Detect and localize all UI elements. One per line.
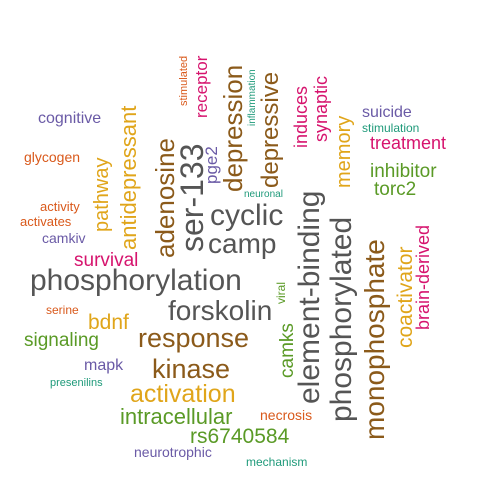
word-depression: depression bbox=[218, 64, 248, 192]
word-signaling: signaling bbox=[24, 330, 99, 351]
word-synaptic: synaptic bbox=[311, 75, 331, 142]
word-memory: memory bbox=[333, 115, 355, 188]
word-brain-derived: brain-derived bbox=[413, 224, 433, 330]
word-phosphorylated: phosphorylated bbox=[325, 216, 358, 422]
word-activation: activation bbox=[130, 380, 236, 408]
word-pathway: pathway bbox=[91, 157, 113, 233]
word-camks: camks bbox=[277, 323, 298, 378]
word-inhibitor: inhibitor bbox=[370, 161, 437, 182]
word-stimulated: stimulated bbox=[178, 55, 190, 106]
word-mechanism: mechanism bbox=[246, 455, 308, 469]
word-intracellular: intracellular bbox=[120, 404, 233, 429]
word-glycogen: glycogen bbox=[24, 149, 81, 165]
word-rs6740584: rs6740584 bbox=[190, 425, 290, 448]
word-response: response bbox=[138, 323, 250, 353]
word-phosphorylation: phosphorylation bbox=[30, 264, 242, 297]
word-receptor: receptor bbox=[192, 55, 211, 118]
word-bdnf: bdnf bbox=[88, 311, 129, 334]
word-neurotrophic: neurotrophic bbox=[134, 444, 212, 460]
word-neuronal: neuronal bbox=[244, 189, 283, 200]
word-viral: viral bbox=[274, 281, 288, 304]
word-survival: survival bbox=[74, 250, 139, 271]
word-stimulation: stimulation bbox=[362, 121, 420, 135]
word-inflammation: inflammation bbox=[247, 69, 258, 126]
word-monophosphate: monophosphate bbox=[359, 239, 390, 440]
word-mapk: mapk bbox=[84, 357, 124, 374]
word-depressive: depressive bbox=[257, 71, 284, 188]
word-adenosine: adenosine bbox=[150, 138, 180, 258]
word-antidepressant: antidepressant bbox=[116, 105, 141, 250]
word-activates: activates bbox=[20, 214, 72, 229]
word-camkiv: camkiv bbox=[42, 230, 86, 246]
word-suicide: suicide bbox=[362, 104, 412, 121]
word-treatment: treatment bbox=[370, 133, 447, 153]
word-activity: activity bbox=[40, 199, 80, 214]
word-serine: serine bbox=[46, 303, 79, 317]
word-cognitive: cognitive bbox=[38, 110, 102, 127]
word-necrosis: necrosis bbox=[260, 407, 313, 423]
word-torc2: torc2 bbox=[374, 179, 417, 200]
word-element-binding: element-binding bbox=[293, 190, 326, 404]
word-presenilins: presenilins bbox=[50, 377, 103, 389]
word-induces: induces bbox=[291, 85, 311, 148]
word-cyclic: cyclic bbox=[210, 199, 284, 232]
word-camp: camp bbox=[208, 228, 277, 259]
word-kinase: kinase bbox=[152, 354, 231, 384]
word-forskolin: forskolin bbox=[168, 295, 273, 326]
